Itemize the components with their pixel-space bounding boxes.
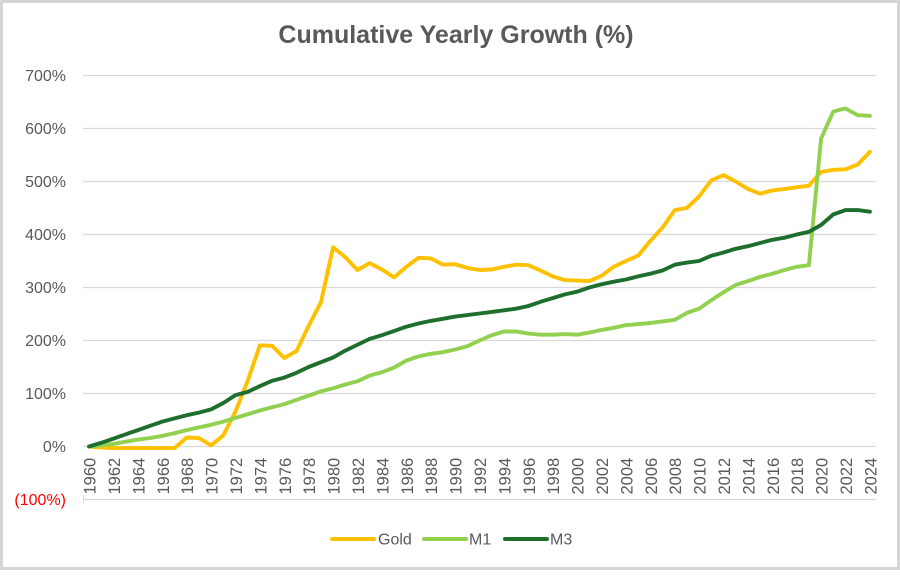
svg-text:M3: M3 [550, 532, 572, 549]
svg-text:200%: 200% [25, 333, 66, 350]
svg-text:0%: 0% [43, 439, 66, 456]
svg-text:700%: 700% [25, 68, 66, 85]
svg-text:1986: 1986 [399, 458, 417, 495]
svg-text:(100%): (100%) [14, 492, 66, 509]
svg-text:300%: 300% [25, 280, 66, 297]
svg-text:1968: 1968 [179, 458, 197, 495]
svg-text:1996: 1996 [521, 458, 539, 495]
svg-text:2018: 2018 [789, 458, 807, 495]
svg-text:2004: 2004 [618, 458, 636, 495]
svg-text:2012: 2012 [716, 458, 734, 495]
svg-text:1970: 1970 [204, 458, 222, 495]
svg-text:2022: 2022 [838, 458, 856, 495]
svg-text:1960: 1960 [82, 458, 100, 495]
svg-text:1992: 1992 [472, 458, 490, 495]
svg-text:1964: 1964 [130, 458, 148, 495]
svg-text:1976: 1976 [277, 458, 295, 495]
svg-text:1962: 1962 [106, 458, 124, 495]
svg-text:2002: 2002 [594, 458, 612, 495]
svg-text:400%: 400% [25, 227, 66, 244]
svg-text:2020: 2020 [814, 458, 832, 495]
svg-text:2000: 2000 [570, 458, 588, 495]
svg-text:600%: 600% [25, 121, 66, 138]
svg-text:2010: 2010 [692, 458, 710, 495]
svg-text:2014: 2014 [740, 458, 758, 495]
svg-text:1978: 1978 [301, 458, 319, 495]
svg-text:500%: 500% [25, 174, 66, 191]
svg-text:2008: 2008 [667, 458, 685, 495]
svg-text:1974: 1974 [252, 458, 270, 495]
svg-text:Gold: Gold [378, 532, 412, 549]
svg-text:1980: 1980 [326, 458, 344, 495]
svg-text:Cumulative Yearly Growth (%): Cumulative Yearly Growth (%) [278, 21, 633, 49]
svg-text:1984: 1984 [374, 458, 392, 495]
svg-text:1994: 1994 [496, 458, 514, 495]
svg-text:2016: 2016 [765, 458, 783, 495]
svg-text:1982: 1982 [350, 458, 368, 495]
svg-text:1972: 1972 [228, 458, 246, 495]
svg-text:1998: 1998 [545, 458, 563, 495]
svg-text:2024: 2024 [862, 458, 880, 495]
svg-text:1988: 1988 [423, 458, 441, 495]
svg-text:M1: M1 [469, 532, 491, 549]
svg-text:1990: 1990 [448, 458, 466, 495]
svg-text:100%: 100% [25, 386, 66, 403]
svg-text:2006: 2006 [643, 458, 661, 495]
svg-text:1966: 1966 [155, 458, 173, 495]
